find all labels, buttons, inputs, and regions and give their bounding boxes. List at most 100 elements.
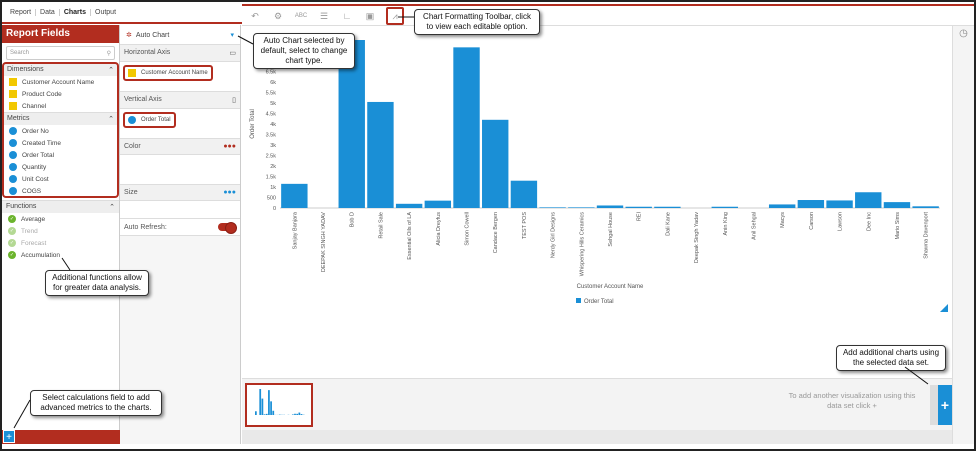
metric-icon xyxy=(9,139,17,147)
size-header[interactable]: Size ●●● xyxy=(120,185,240,201)
function-item[interactable]: ✓ Forecast xyxy=(8,239,47,247)
undo-icon[interactable]: ↶ xyxy=(251,10,259,21)
y-tick-label: 6k xyxy=(270,80,276,86)
x-axis-label: Customer Account Name xyxy=(577,284,644,290)
clock-icon[interactable]: ◷ xyxy=(959,28,968,39)
chart-icon[interactable]: ⩘ xyxy=(392,10,398,21)
resize-handle-icon xyxy=(940,304,948,312)
gear-icon[interactable]: ⚙ xyxy=(273,10,283,21)
functions-header[interactable]: Functions ⌃ xyxy=(2,200,119,213)
thumbnail-bar xyxy=(265,413,268,415)
size-dropzone[interactable] xyxy=(120,201,240,219)
bottom-status-bar xyxy=(242,430,952,444)
y-tick-label: 6.5k xyxy=(266,70,277,76)
bar xyxy=(797,200,825,208)
x-tick-label: TEST POS xyxy=(522,212,528,239)
tab-output[interactable]: Output xyxy=(95,8,117,16)
horizontal-axis-dropzone[interactable]: Customer Account Name xyxy=(120,62,240,92)
x-tick-label: Carson xyxy=(809,212,815,230)
metric-icon xyxy=(9,151,17,159)
x-tick-label: REI xyxy=(637,212,643,222)
bar xyxy=(596,205,624,208)
x-tick-label: Whispering Hills Ceramics xyxy=(579,212,585,276)
y-tick-label: 4k xyxy=(270,122,276,128)
bar xyxy=(281,183,308,208)
x-tick-label: Sanjay Banjara xyxy=(292,211,298,249)
report-fields-title: Report Fields xyxy=(2,25,119,43)
function-item[interactable]: ✓ Accumulation xyxy=(8,251,61,259)
chart-type-select[interactable]: ✲ Auto Chart ▾ xyxy=(120,25,240,45)
y-tick-label: 5k xyxy=(270,101,276,107)
color-dropzone[interactable] xyxy=(120,155,240,185)
metric-item[interactable]: Created Time xyxy=(3,137,118,149)
image-icon[interactable]: ▣ xyxy=(365,10,375,21)
y-tick-label: 4.5k xyxy=(266,112,277,118)
chevron-up-icon: ⌃ xyxy=(108,116,114,123)
auto-refresh-toggle[interactable] xyxy=(218,222,237,234)
bar xyxy=(482,119,509,208)
bar xyxy=(883,202,911,208)
color-header[interactable]: Color ●●● xyxy=(120,139,240,155)
report-fields-panel: Report Fields Search ⚲ Dimensions ⌃ Custo… xyxy=(2,25,120,444)
search-input[interactable]: Search ⚲ xyxy=(6,46,115,60)
dimension-icon xyxy=(9,78,17,86)
y-tick-label: 1.5k xyxy=(266,175,277,181)
callout-add-charts: Add additional charts using the selected… xyxy=(836,345,946,371)
metric-item[interactable]: Order Total xyxy=(3,149,118,161)
function-item[interactable]: ✓ Average xyxy=(8,215,46,223)
bar xyxy=(395,203,423,208)
x-tick-label: Candace Bergen xyxy=(493,212,499,253)
tab-charts[interactable]: Charts xyxy=(60,8,91,16)
thumbnail-bar xyxy=(300,414,303,415)
chart-thumbnail[interactable] xyxy=(245,383,313,427)
metrics-header[interactable]: Metrics ⌃ xyxy=(3,112,118,125)
bar xyxy=(539,207,566,208)
horizontal-axis-field[interactable]: Customer Account Name xyxy=(123,65,213,81)
y-tick-label: 3k xyxy=(270,143,276,149)
x-tick-label: Anil Sehgal xyxy=(751,212,757,240)
function-item[interactable]: ✓ Trend xyxy=(8,227,38,235)
dimensions-header[interactable]: Dimensions ⌃ xyxy=(3,63,118,76)
add-visualization-button[interactable]: + xyxy=(938,385,952,425)
vertical-axis-field[interactable]: Order Total xyxy=(123,112,176,128)
thumbnail-bar xyxy=(268,390,270,415)
axis-icon: ▯ xyxy=(232,97,236,104)
thumbnail-bar xyxy=(255,411,257,415)
bar xyxy=(826,200,853,208)
thumbnail-bar xyxy=(296,413,299,415)
metric-item[interactable]: COGS xyxy=(3,185,118,197)
x-tick-label: Macys xyxy=(780,212,786,228)
tab-report[interactable]: Report xyxy=(6,8,37,16)
bar xyxy=(625,206,652,208)
list-icon[interactable]: ☰ xyxy=(319,10,329,21)
strip-scrollbar[interactable] xyxy=(930,385,938,425)
metric-item[interactable]: Unit Cost xyxy=(3,173,118,185)
legend-label: Order Total xyxy=(584,299,614,305)
tab-data[interactable]: Data xyxy=(36,8,60,16)
y-tick-label: 2.5k xyxy=(266,154,277,160)
axis-icon[interactable]: ∟ xyxy=(342,10,352,21)
visualization-strip: To add another visualization using this … xyxy=(242,378,952,430)
add-visualization-hint: To add another visualization using this … xyxy=(788,391,916,410)
metric-icon xyxy=(128,116,136,124)
thumbnail-bar xyxy=(270,401,272,415)
search-icon: ⚲ xyxy=(106,50,111,57)
dimension-item[interactable]: Channel xyxy=(3,100,118,112)
chart-canvas: 0 500 1k 1.5k 2k 2.5k 3k 3.5k 4k 4.5k 5k 5.5k 6k 6.5k… xyxy=(242,26,952,378)
axis-icon: ▭ xyxy=(229,50,236,57)
thumbnail-bar xyxy=(261,398,264,415)
chevron-up-icon: ⌃ xyxy=(109,204,115,211)
metric-item[interactable]: Quantity xyxy=(3,161,118,173)
abc-icon[interactable]: ABC xyxy=(294,12,308,19)
dimension-item[interactable]: Customer Account Name xyxy=(3,76,118,88)
vertical-axis-dropzone[interactable]: Order Total xyxy=(120,109,240,139)
dimension-item[interactable]: Product Code xyxy=(3,88,118,100)
y-tick-label: 1k xyxy=(270,185,276,191)
bar xyxy=(367,101,394,208)
metric-item[interactable]: Order No xyxy=(3,125,118,137)
thumbnail-bar xyxy=(272,410,275,415)
x-tick-label: Sehgal House xyxy=(608,212,614,247)
function-icon: ✓ xyxy=(8,227,16,235)
add-calculation-button[interactable]: + xyxy=(3,430,15,443)
